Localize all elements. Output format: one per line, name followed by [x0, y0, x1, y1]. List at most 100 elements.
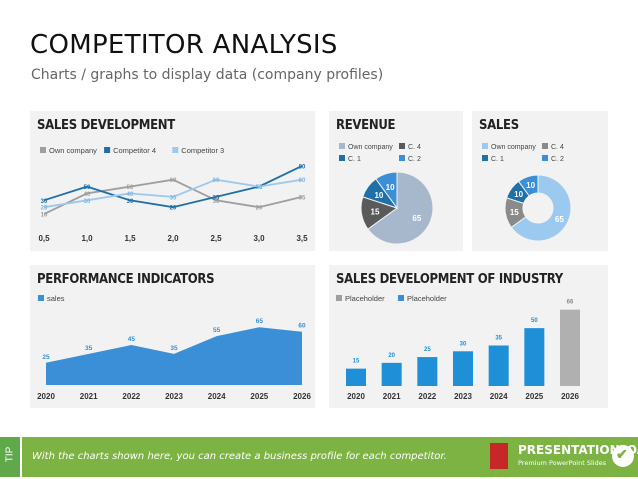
x-tick-label: 2024 [490, 392, 508, 401]
data-label: 65 [256, 318, 264, 325]
performance-panel: PERFORMANCE INDICATORS sales 25 35 45 35 55 65… [30, 265, 315, 408]
brand-logo: PRESENTATIONLOAD Premium PowerPoint Slid… [482, 441, 638, 473]
legend-label: C. 4 [408, 144, 421, 151]
legend-label: Competitor 3 [181, 146, 224, 155]
data-label: 20 [41, 206, 48, 212]
legend-label: Own company [348, 144, 393, 151]
legend-label: Own company [491, 144, 536, 151]
legend-label: Placeholder [407, 294, 447, 303]
data-label: 20 [170, 206, 177, 212]
legend-label: Own company [49, 146, 97, 155]
x-tick-label: 2,0 [167, 234, 179, 243]
data-label: 30 [213, 199, 220, 205]
industry-title: SALES DEVELOPMENT OF INDUSTRY [336, 272, 563, 287]
data-label: 20 [388, 353, 395, 359]
data-label: 25 [42, 354, 50, 361]
bar [488, 345, 509, 386]
bar [524, 328, 545, 386]
x-tick-label: 2020 [347, 392, 365, 401]
legend-swatch [336, 295, 342, 301]
data-label: 20 [256, 206, 263, 212]
data-label: 66 [567, 300, 574, 306]
bar [346, 368, 366, 386]
legend-swatch [104, 147, 111, 153]
slice-label: 10 [374, 191, 383, 200]
footer-banner: With the charts shown here, you can crea… [22, 437, 638, 477]
data-label: 45 [128, 336, 136, 343]
legend-swatch [542, 155, 548, 161]
pie-slice [517, 174, 539, 197]
data-label: 60 [299, 178, 306, 184]
x-tick-label: 2022 [122, 392, 140, 401]
data-label: 35 [170, 195, 177, 201]
industry-chart: Placeholder Placeholder152025303550662020… [336, 294, 580, 401]
legend-label: C. 4 [551, 144, 564, 151]
x-tick-label: 2025 [250, 392, 268, 401]
x-tick-label: 2021 [80, 392, 98, 401]
legend-label: Placeholder [345, 294, 385, 303]
slice-label: 65 [555, 215, 564, 224]
pie-slice [375, 171, 398, 210]
sales-panel: SALES Own company C. 4 C. 1 C. 2 65 15 10 10 [472, 111, 608, 251]
bar [381, 362, 402, 386]
page-subtitle: Charts / graphs to display data (company… [31, 67, 384, 83]
legend-swatch [339, 155, 345, 161]
legend-swatch [38, 295, 44, 301]
slice-label: 15 [371, 207, 380, 216]
legend-label: C. 2 [551, 156, 564, 163]
x-tick-label: 2023 [165, 392, 183, 401]
x-tick-label: 1,0 [81, 234, 93, 243]
legend-swatch [398, 295, 404, 301]
data-label: 30 [41, 199, 48, 205]
slice-label: 65 [412, 214, 421, 223]
legend-label: C. 1 [348, 156, 361, 163]
data-label: 80 [299, 164, 306, 170]
tip-label: TIP [4, 446, 16, 463]
legend-swatch [40, 147, 46, 153]
x-tick-label: 2,5 [210, 234, 222, 243]
x-tick-label: 2022 [418, 392, 436, 401]
logo-name: PRESENTATIONLOAD [518, 443, 638, 457]
slice-label: 10 [526, 181, 535, 190]
line-series [43, 178, 303, 215]
data-label: 50 [531, 318, 538, 324]
slice-label: 10 [514, 190, 523, 199]
data-label: 40 [84, 192, 91, 198]
legend-label: C. 1 [491, 156, 504, 163]
logo-tagline: Premium PowerPoint Slides [518, 459, 607, 467]
data-label: 60 [170, 178, 177, 184]
data-label: 40 [127, 192, 134, 198]
bar [417, 357, 438, 386]
performance-title: PERFORMANCE INDICATORS [37, 272, 215, 287]
legend-swatch [482, 143, 488, 149]
area-series [46, 327, 302, 385]
x-tick-label: 1,5 [124, 234, 136, 243]
revenue-title: REVENUE [336, 118, 396, 133]
data-label: 50 [84, 185, 91, 191]
data-label: 30 [127, 199, 134, 205]
data-label: 15 [353, 359, 360, 365]
data-label: 25 [424, 347, 431, 353]
legend-swatch [172, 147, 179, 153]
pie-slice [510, 174, 572, 242]
data-label: 35 [213, 195, 220, 201]
legend-swatch [399, 155, 405, 161]
check-icon: ✔ [616, 446, 628, 462]
data-label: 50 [127, 185, 134, 191]
legend-swatch [542, 143, 548, 149]
logo-mark-icon [490, 443, 508, 469]
performance-chart: sales 25 35 45 35 55 65 60 2020 2021 2022 2023 2024 2… [37, 294, 311, 401]
x-tick-label: 0,5 [38, 234, 50, 243]
sales-development-title: SALES DEVELOPMENT [37, 118, 175, 133]
data-label: 50 [256, 185, 263, 191]
data-label: 10 [41, 213, 48, 219]
x-tick-label: 2026 [293, 392, 311, 401]
line-series [43, 178, 303, 209]
sales-title: SALES [479, 118, 519, 133]
x-tick-label: 2020 [37, 392, 55, 401]
slice-label: 15 [510, 208, 519, 217]
data-label: 60 [213, 178, 220, 184]
bar [453, 351, 473, 386]
